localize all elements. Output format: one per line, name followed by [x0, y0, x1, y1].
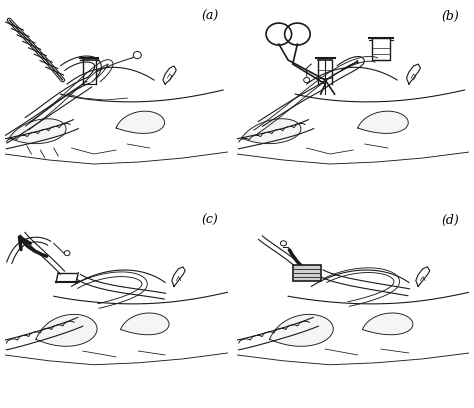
- Polygon shape: [9, 119, 66, 144]
- Polygon shape: [120, 313, 169, 335]
- Polygon shape: [242, 119, 301, 144]
- Polygon shape: [270, 315, 333, 346]
- Polygon shape: [363, 313, 413, 335]
- Polygon shape: [293, 265, 320, 281]
- Text: (c): (c): [201, 214, 218, 227]
- Text: (d): (d): [442, 214, 460, 227]
- Polygon shape: [358, 111, 408, 133]
- Text: (b): (b): [442, 10, 460, 23]
- Polygon shape: [116, 111, 164, 133]
- Polygon shape: [36, 315, 97, 346]
- Text: (a): (a): [201, 10, 219, 23]
